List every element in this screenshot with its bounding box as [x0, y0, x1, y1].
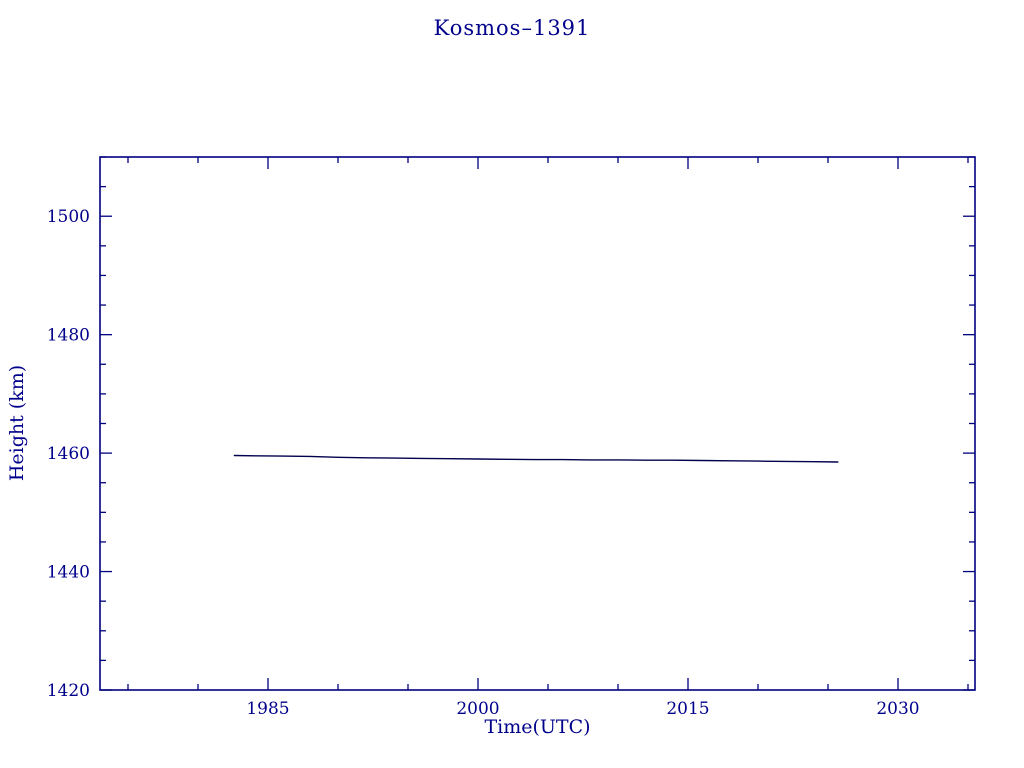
y-tick-label: 1420 [47, 681, 90, 701]
x-tick-label: 2030 [876, 699, 919, 719]
plot-frame [99, 156, 976, 691]
x-tick-label: 2015 [666, 699, 709, 719]
x-tick-label: 2000 [456, 699, 499, 719]
y-tick-label: 1480 [47, 326, 90, 346]
data-line-height-km [233, 454, 839, 463]
chart-title: Kosmos–1391 [433, 16, 591, 40]
x-tick-label: 1985 [246, 699, 289, 719]
x-axis-label: Time(UTC) [484, 716, 591, 738]
y-tick-label: 1460 [47, 444, 90, 464]
y-tick-label: 1440 [47, 563, 90, 583]
y-tick-label: 1500 [47, 207, 90, 227]
